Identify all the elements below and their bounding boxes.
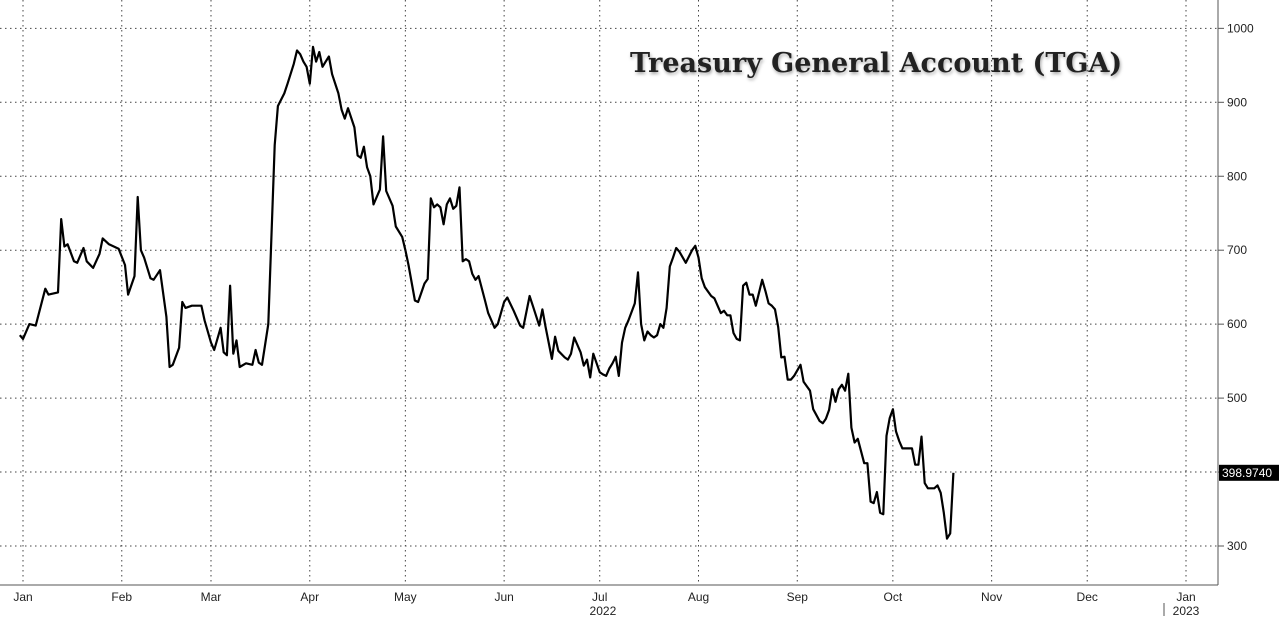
series-line	[18, 45, 955, 540]
last-value-label: 398.9740	[1222, 466, 1272, 480]
y-tick-label: 600	[1227, 317, 1247, 331]
axes	[0, 0, 1219, 586]
x-tick-label: Aug	[688, 590, 709, 604]
x-tick-label: Jan	[13, 590, 32, 604]
y-tick-label: 800	[1227, 169, 1247, 183]
x-tick-label: Nov	[981, 590, 1002, 604]
chart-title: Treasury General Account (TGA)	[630, 48, 1123, 79]
x-tick-label: Mar	[201, 590, 222, 604]
x-tick-label: Dec	[1077, 590, 1098, 604]
grid-lines	[0, 0, 1218, 585]
y-tick-label: 300	[1227, 539, 1247, 553]
y-tick-label: 1000	[1227, 21, 1254, 35]
series	[18, 45, 955, 540]
x-axis-ticks: Jan Feb Mar Apr May Jun Jul Aug Sep Oct Nov Dec Jan2…	[13, 590, 1199, 618]
x-tick-label: Sep	[787, 590, 809, 604]
x-tick-label: Jun	[494, 590, 513, 604]
x-tick-label: May	[394, 590, 417, 604]
x-year-label: 2022	[590, 604, 617, 618]
x-tick-label: Jul	[592, 590, 607, 604]
last-value-marker: 398.9740	[1219, 464, 1279, 481]
x-tick-label: Apr	[300, 590, 319, 604]
last-value-box	[1219, 464, 1279, 481]
x-tick-label: Oct	[884, 590, 903, 604]
y-tick-label: 500	[1227, 391, 1247, 405]
x-year-label: 2023	[1173, 604, 1200, 618]
y-tick-label: 900	[1227, 95, 1247, 109]
y-axis-ticks: 3004005006007008009001000	[1218, 21, 1254, 553]
x-tick-label: Feb	[111, 590, 132, 604]
y-tick-label: 700	[1227, 243, 1247, 257]
x-tick-label: Jan	[1176, 590, 1195, 604]
